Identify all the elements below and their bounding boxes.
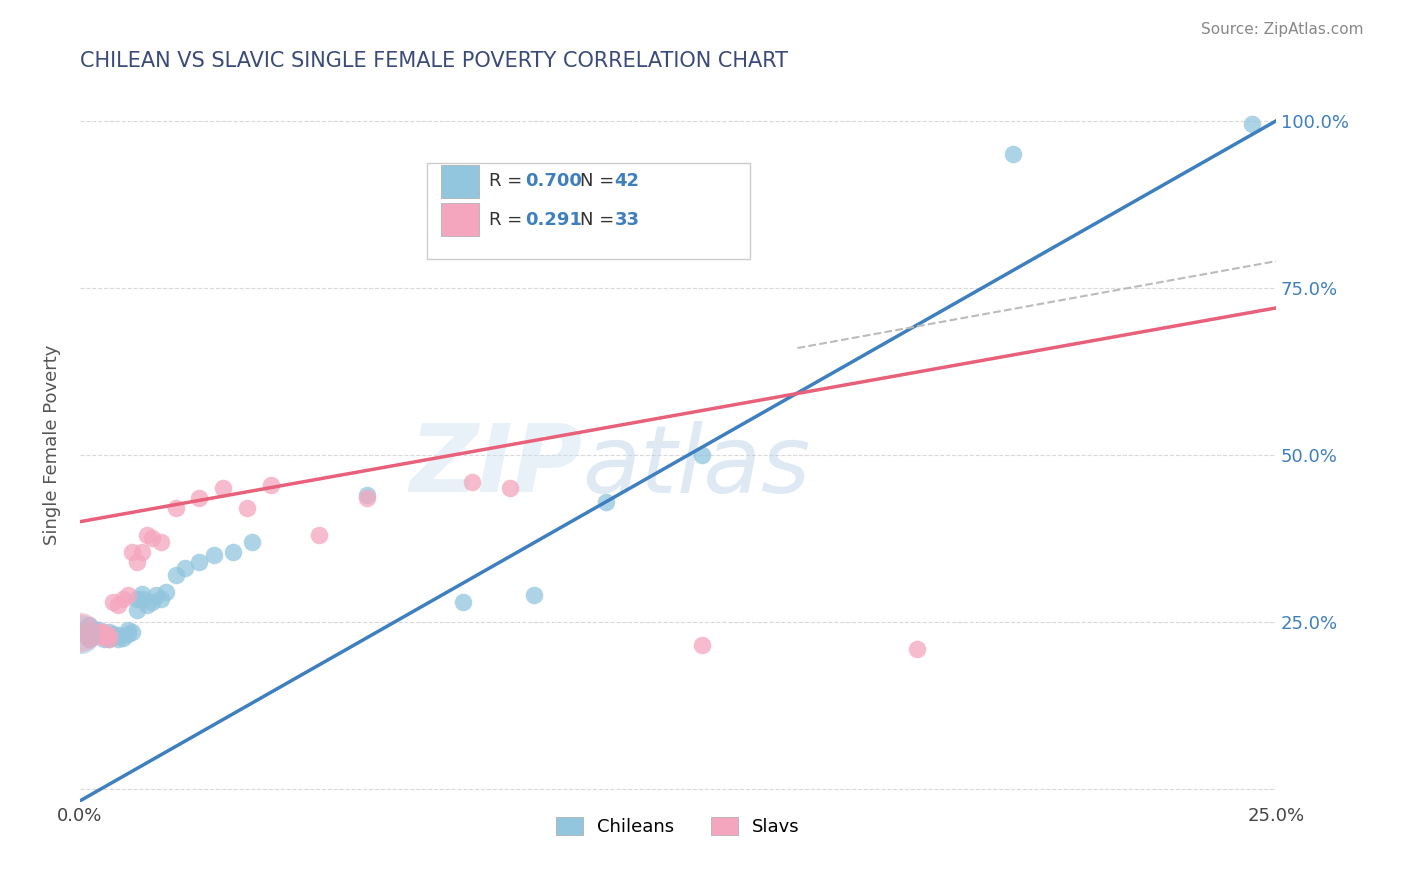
Point [69, 624, 91, 639]
Point [79, 632, 101, 646]
Point [131, 591, 153, 606]
FancyBboxPatch shape [441, 203, 479, 236]
Point [1001, 147, 1024, 161]
Point [83, 630, 105, 644]
Text: 42: 42 [614, 172, 640, 190]
Point [202, 548, 225, 562]
Text: CHILEAN VS SLAVIC SINGLE FEMALE POVERTY CORRELATION CHART: CHILEAN VS SLAVIC SINGLE FEMALE POVERTY … [80, 51, 787, 70]
Point [79, 632, 101, 646]
Point [69, 627, 91, 641]
Point [73, 624, 96, 639]
Point [117, 588, 139, 602]
Point [499, 481, 522, 495]
Point [83, 628, 105, 642]
Point [131, 587, 153, 601]
Point [523, 588, 546, 602]
Point [127, 555, 149, 569]
Text: ZIP: ZIP [409, 420, 582, 512]
Legend: Chileans, Slavs: Chileans, Slavs [548, 809, 807, 843]
Point [690, 448, 713, 462]
Text: N =: N = [579, 172, 620, 190]
Text: R =: R = [489, 211, 527, 228]
Point [905, 641, 928, 656]
Point [461, 475, 484, 489]
Point [87, 627, 110, 641]
Point [121, 545, 143, 559]
Point [690, 638, 713, 652]
Point [308, 528, 330, 542]
Point [188, 555, 211, 569]
Point [222, 545, 245, 559]
Text: atlas: atlas [582, 421, 810, 512]
Point [87, 624, 110, 639]
Point [127, 603, 149, 617]
Point [356, 491, 378, 506]
Point [79, 622, 101, 636]
Point [111, 591, 134, 606]
Text: 0.700: 0.700 [524, 172, 582, 190]
Point [79, 618, 101, 632]
Point [145, 588, 167, 602]
Point [93, 630, 115, 644]
Text: N =: N = [579, 211, 620, 228]
Point [107, 632, 129, 647]
Point [356, 488, 378, 502]
Point [103, 627, 125, 641]
Point [97, 628, 120, 642]
Point [155, 585, 177, 599]
Point [83, 622, 105, 636]
Point [174, 561, 197, 575]
Point [87, 623, 110, 637]
Point [236, 501, 259, 516]
Point [107, 598, 129, 612]
Point [117, 627, 139, 641]
Point [150, 591, 173, 606]
Y-axis label: Single Female Poverty: Single Female Poverty [44, 344, 60, 545]
Point [121, 624, 143, 639]
Point [87, 628, 110, 642]
Point [97, 624, 120, 639]
Text: 0.291: 0.291 [524, 211, 582, 228]
Point [1240, 117, 1263, 131]
Point [97, 632, 120, 646]
Point [165, 568, 187, 582]
Point [127, 591, 149, 606]
Point [73, 628, 96, 642]
FancyBboxPatch shape [441, 165, 479, 198]
Point [135, 598, 157, 612]
Point [73, 624, 96, 639]
Point [165, 501, 187, 516]
Point [240, 534, 263, 549]
FancyBboxPatch shape [427, 162, 749, 259]
Point [103, 595, 125, 609]
Point [595, 494, 617, 508]
Point [135, 528, 157, 542]
Point [83, 627, 105, 641]
Text: 33: 33 [614, 211, 640, 228]
Point [97, 632, 120, 646]
Point [93, 624, 115, 639]
Text: Source: ZipAtlas.com: Source: ZipAtlas.com [1201, 22, 1364, 37]
Text: R =: R = [489, 172, 527, 190]
Point [73, 622, 96, 636]
Point [131, 545, 153, 559]
Point [451, 595, 474, 609]
Point [103, 630, 125, 644]
Point [260, 478, 283, 492]
Point [107, 628, 129, 642]
Point [111, 631, 134, 645]
Point [141, 532, 163, 546]
Point [150, 534, 173, 549]
Point [212, 481, 235, 495]
Point [117, 623, 139, 637]
Point [188, 491, 211, 506]
Point [141, 595, 163, 609]
Point [93, 628, 115, 642]
Point [93, 632, 115, 646]
